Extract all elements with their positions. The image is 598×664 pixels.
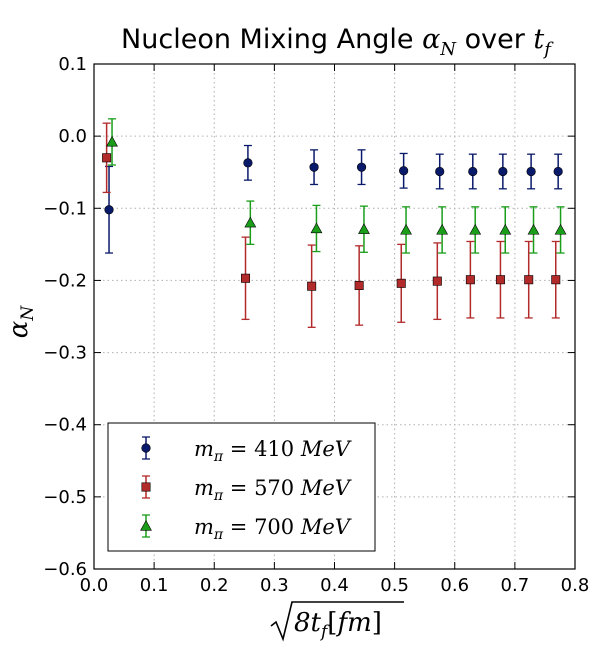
data-point xyxy=(106,135,118,147)
data-point xyxy=(495,275,505,285)
data-point xyxy=(399,166,409,176)
data-point xyxy=(102,153,112,163)
y-tick-label: −0.3 xyxy=(43,343,87,364)
data-point xyxy=(244,216,257,228)
data-point xyxy=(358,223,370,234)
data-point xyxy=(400,223,412,235)
data-point xyxy=(243,158,253,168)
chart-title: Nucleon Mixing Angle αN over tf xyxy=(121,24,554,60)
data-point xyxy=(104,205,114,215)
y-tick-label: −0.5 xyxy=(43,487,87,508)
series-2 xyxy=(106,118,567,254)
sqrt-sign xyxy=(270,601,404,642)
y-tick-label: 0.1 xyxy=(58,54,87,75)
x-tick-label: 0.3 xyxy=(260,575,289,596)
data-series xyxy=(102,118,567,328)
x-tick-label: 0.5 xyxy=(380,575,409,596)
x-tick-label: 0.6 xyxy=(440,575,469,596)
data-point xyxy=(241,273,251,283)
data-point xyxy=(554,223,567,235)
y-tick-label: −0.4 xyxy=(43,415,87,436)
data-point xyxy=(498,166,508,177)
data-point xyxy=(526,166,536,177)
x-axis-label: 8tf[fm] xyxy=(270,601,404,642)
y-tick-label: −0.1 xyxy=(43,198,87,219)
x-tick-label: 0.0 xyxy=(80,575,109,596)
y-axis-label: αN xyxy=(4,305,38,339)
data-point xyxy=(469,223,482,235)
legend-box xyxy=(107,422,376,552)
data-point xyxy=(356,162,367,172)
data-point xyxy=(432,276,442,286)
axis-ticks xyxy=(93,63,576,570)
data-point xyxy=(354,280,364,290)
legend-marker xyxy=(140,519,152,531)
legend-marker xyxy=(141,482,151,492)
data-point xyxy=(435,166,445,177)
data-point xyxy=(436,223,449,235)
legend-label: mπ = 570 MeV xyxy=(194,476,352,504)
x-tick-label: 0.8 xyxy=(561,575,590,596)
data-point xyxy=(465,275,475,285)
data-point xyxy=(527,223,540,235)
y-tick-label: −0.6 xyxy=(43,559,87,580)
data-point xyxy=(310,222,323,234)
data-point xyxy=(553,166,563,177)
y-tick-labels: 0.1 0.0 −0.1 −0.2 −0.3 −0.4 −0.5 −0.6 xyxy=(43,54,87,580)
data-point xyxy=(309,162,319,172)
y-tick-label: −0.2 xyxy=(43,270,87,291)
series-1 xyxy=(102,122,561,328)
series-0 xyxy=(104,144,563,254)
x-tick-label: 0.2 xyxy=(200,575,229,596)
data-point xyxy=(551,275,561,285)
data-point xyxy=(468,166,478,177)
x-tick-labels: 0.0 0.1 0.2 0.3 0.4 0.5 0.6 0.7 0.8 xyxy=(80,575,590,596)
legend-label: mπ = 410 MeV xyxy=(194,437,352,465)
legend: mπ = 410 MeV mπ = 570 MeV mπ = 700 MeV xyxy=(107,422,376,552)
data-point xyxy=(524,275,534,285)
data-point xyxy=(499,223,512,235)
y-tick-label: 0.0 xyxy=(58,126,87,147)
x-tick-label: 0.1 xyxy=(140,575,169,596)
legend-marker xyxy=(141,443,151,453)
x-axis-label-text: 8tf[fm] xyxy=(294,608,382,642)
x-tick-label: 0.7 xyxy=(501,575,530,596)
data-point xyxy=(396,278,406,288)
data-point xyxy=(307,281,317,291)
x-tick-label: 0.4 xyxy=(320,575,349,596)
legend-label: mπ = 700 MeV xyxy=(194,515,352,543)
